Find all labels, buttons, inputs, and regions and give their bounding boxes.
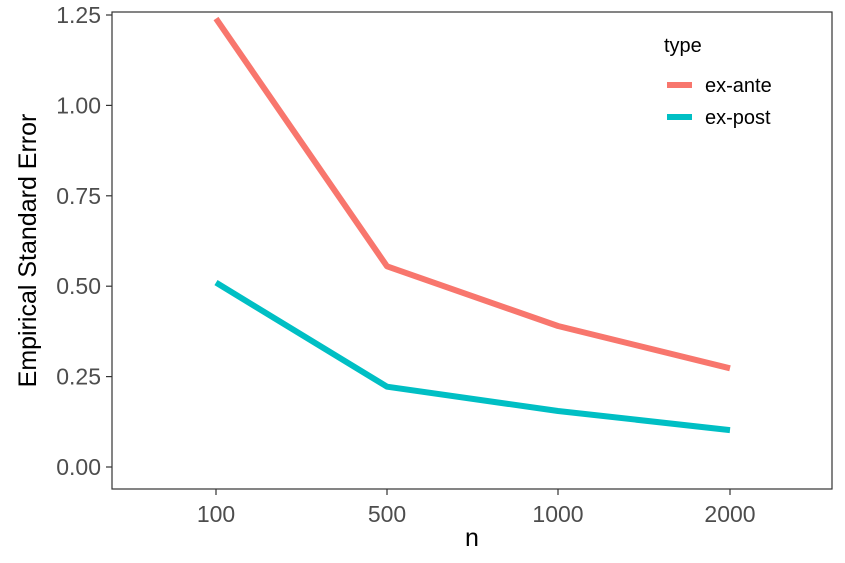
y-tick-label: 1.00 (56, 92, 101, 118)
legend: type ex-ante ex-post (664, 35, 772, 129)
series-line-ex-ante (213, 16, 731, 372)
x-tick-label: 1000 (532, 501, 583, 527)
x-tick-label: 100 (197, 501, 235, 527)
y-axis: 0.00 0.25 0.50 0.75 1.00 1.25 (56, 2, 112, 480)
y-tick-label: 1.25 (56, 2, 101, 28)
x-axis: 100 500 1000 2000 (197, 489, 756, 527)
y-tick-label: 0.50 (56, 273, 101, 299)
y-tick-label: 0.00 (56, 454, 101, 480)
y-axis-title: Empirical Standard Error (14, 114, 42, 388)
series-line-ex-post (214, 280, 731, 434)
plot-lines (213, 16, 731, 434)
legend-label-ex-ante: ex-ante (705, 75, 772, 97)
x-tick-label: 500 (368, 501, 406, 527)
legend-title: type (664, 35, 702, 57)
y-tick-label: 0.25 (56, 364, 101, 390)
plot-panel-border (111, 11, 833, 490)
x-tick-label: 2000 (704, 501, 755, 527)
y-tick-label: 0.75 (56, 183, 101, 209)
legend-label-ex-post: ex-post (705, 107, 771, 129)
x-axis-title: n (465, 524, 479, 552)
